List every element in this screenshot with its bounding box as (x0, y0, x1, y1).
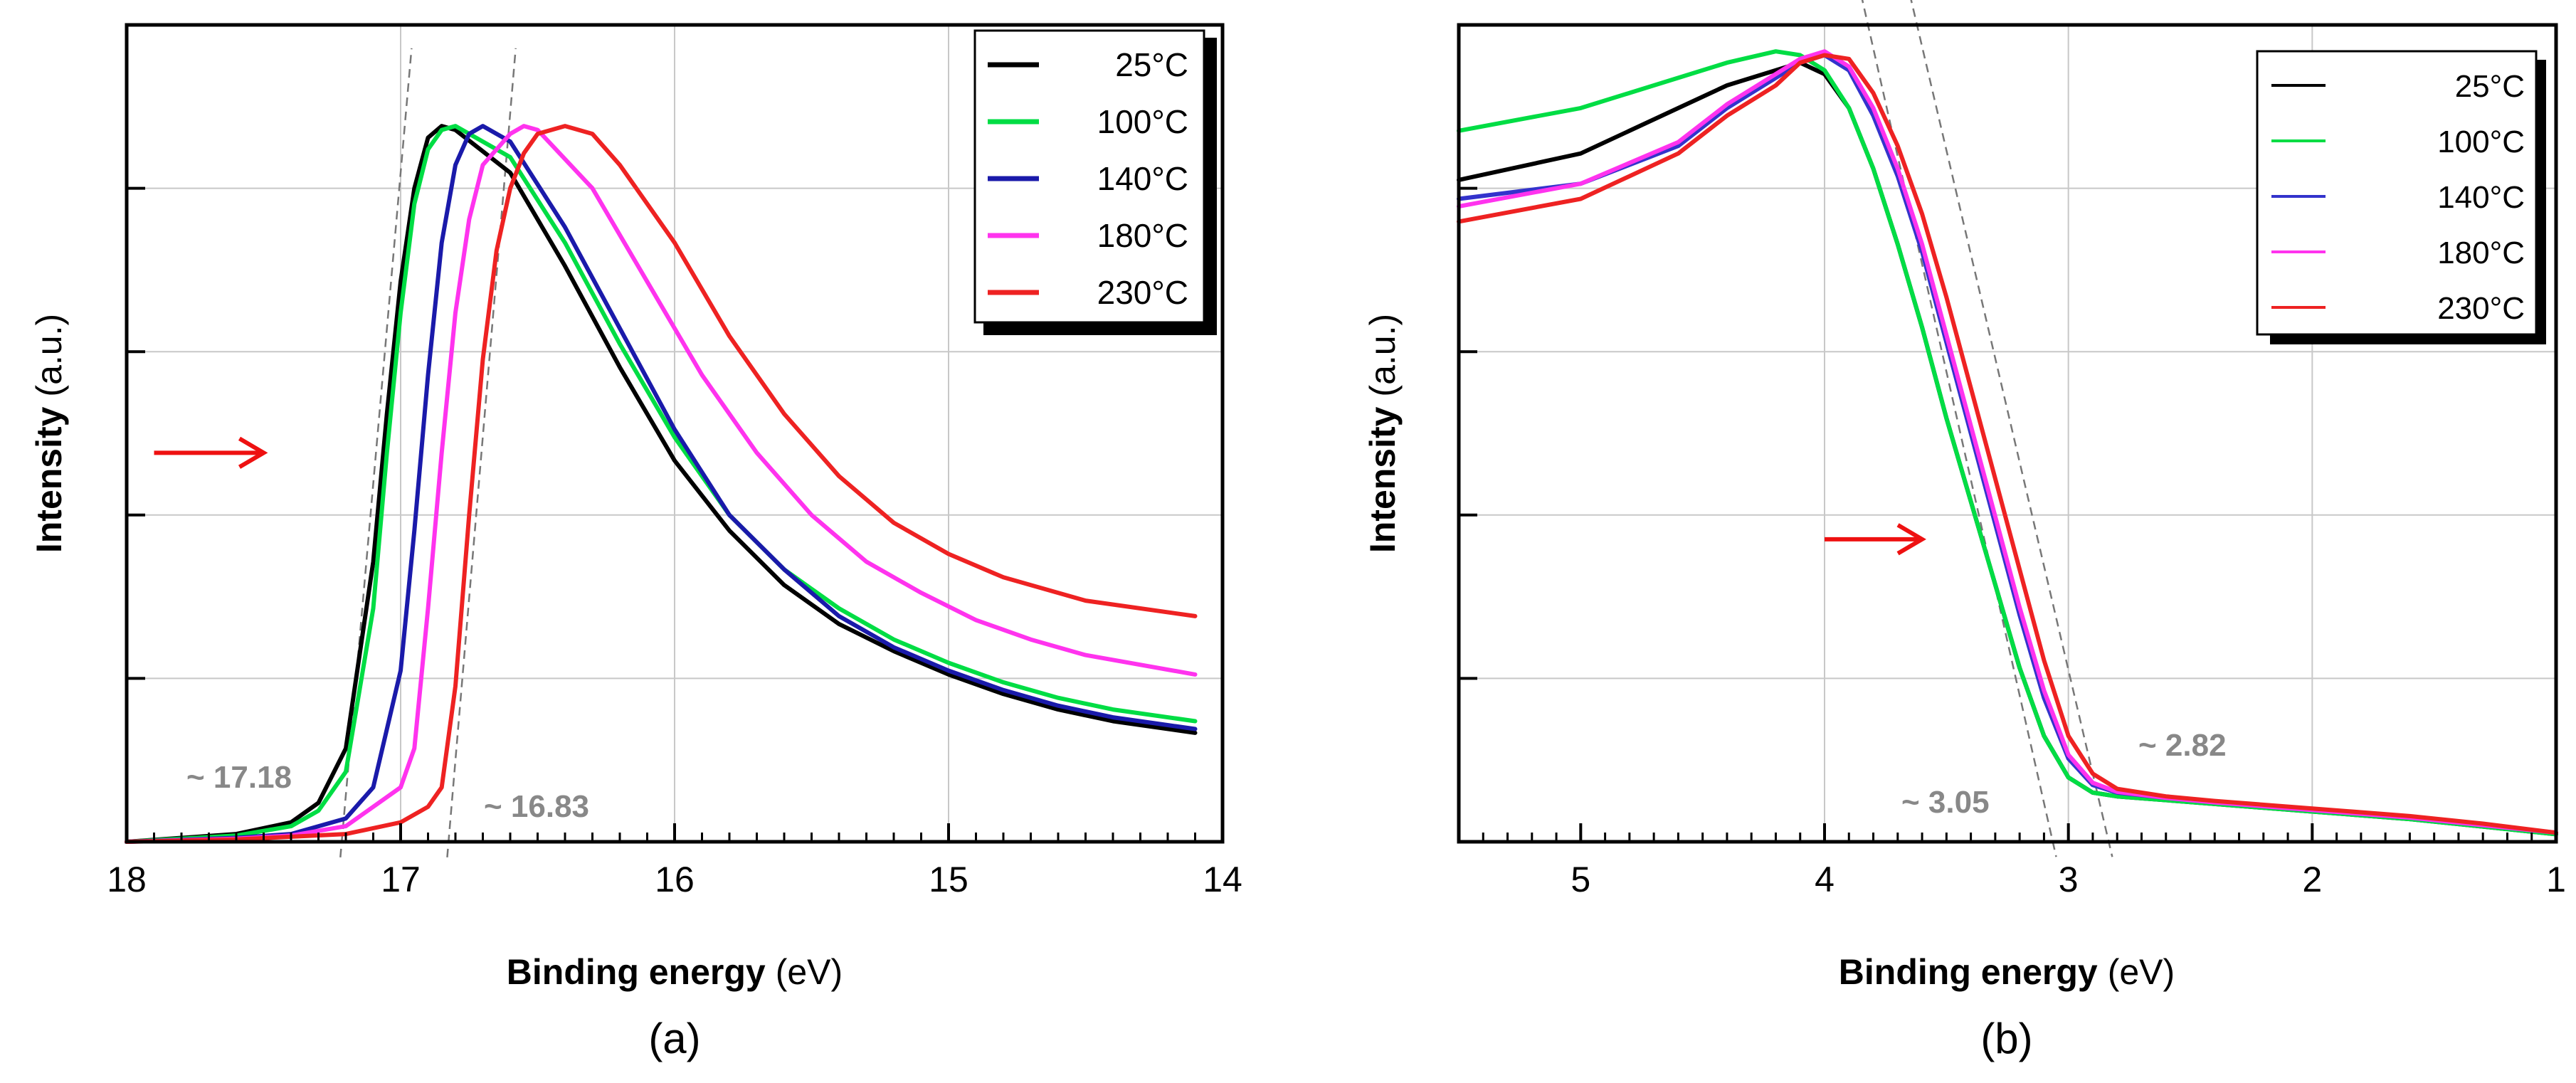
panel-b-y-label-bold: Intensity (1363, 406, 1403, 553)
panel-a-chart: 18 17 16 15 14 ~ 17.18 ~ 16.83 25°C 100°C 140°… (29, 23, 1242, 1062)
panel-b-ticks (1457, 23, 2557, 842)
panel-b-gridlines (1459, 25, 2556, 842)
legend-label: 140°C (1097, 160, 1188, 197)
panel-b-legend-items: 25°C 100°C 140°C 180°C 230°C (2271, 69, 2525, 326)
series-line-25C (125, 124, 1198, 844)
panel-b-annotation-left: ~ 3.05 (1901, 785, 1990, 820)
x-tick-label: 14 (1203, 860, 1242, 899)
panel-b-subplot-label: (b) (1980, 1015, 2032, 1062)
panel-a-legend-items: 25°C 100°C 140°C 180°C 230°C (988, 46, 1188, 311)
legend-label: 140°C (2437, 180, 2525, 215)
panel-a-x-label-bold: Binding energy (507, 952, 766, 992)
panel-a-annotation-right: ~ 16.83 (484, 789, 589, 824)
x-tick-label: 5 (1571, 860, 1590, 899)
arrow-head (1896, 523, 1926, 556)
legend-label: 100°C (1097, 103, 1188, 140)
panel-a-x-axis-label: Binding energy (eV) (507, 952, 843, 992)
legend-label: 230°C (2437, 291, 2525, 326)
panel-b-legend: 25°C 100°C 140°C 180°C 230°C (2256, 50, 2546, 344)
legend-label: 230°C (1097, 274, 1188, 311)
panel-a-y-label-unit: (a.u.) (29, 314, 69, 397)
series-line-230C (1457, 53, 2558, 835)
panel-b-x-tick-labels: 5 4 3 2 1 (1571, 860, 2565, 899)
x-tick-label: 4 (1815, 860, 1835, 899)
panel-a-y-axis-label: Intensity (a.u.) (29, 314, 69, 553)
series-line-140C (125, 124, 1198, 844)
panel-b-x-axis-label: Binding energy (eV) (1839, 952, 2175, 992)
panel-b-y-label-unit: (a.u.) (1363, 314, 1403, 397)
tangent-line (446, 48, 517, 857)
panel-a-y-label-bold: Intensity (29, 406, 69, 553)
x-tick-label: 16 (655, 860, 695, 899)
panel-b-annotation-right: ~ 2.82 (2138, 728, 2227, 763)
panel-b-series (1457, 49, 2558, 837)
series-line-230C (125, 124, 1198, 844)
x-tick-label: 17 (381, 860, 421, 899)
panel-b-arrow-icon (1825, 523, 1926, 556)
panel-a-x-label-unit: (eV) (776, 952, 843, 992)
legend-label: 25°C (2455, 69, 2525, 104)
x-tick-label: 15 (929, 860, 968, 899)
panel-b-y-axis-label: Intensity (a.u.) (1363, 314, 1403, 553)
panel-a-annotation-left: ~ 17.18 (186, 760, 292, 795)
panel-a-x-tick-labels: 18 17 16 15 14 (107, 860, 1242, 899)
legend-label: 25°C (1115, 46, 1188, 83)
legend-label: 180°C (1097, 217, 1188, 254)
panel-b-x-label-bold: Binding energy (1839, 952, 2098, 992)
tangent-line (1910, 0, 2113, 857)
panel-a-subplot-label: (a) (648, 1015, 700, 1062)
legend-label: 100°C (2437, 125, 2525, 159)
panel-a-ticks (125, 23, 1224, 842)
x-tick-label: 2 (2302, 860, 2322, 899)
panel-b-legend-box (2256, 50, 2538, 336)
series-line-180C (125, 124, 1198, 844)
panel-a-arrow-icon (154, 436, 268, 469)
legend-label: 180°C (2437, 236, 2525, 270)
panel-a-series (125, 124, 1198, 844)
x-tick-label: 3 (2059, 860, 2079, 899)
x-tick-label: 1 (2546, 860, 2566, 899)
x-tick-label: 18 (107, 860, 147, 899)
series-line-100C (125, 124, 1198, 844)
panel-b-axes-frame (1457, 23, 2558, 844)
panel-b-x-label-unit: (eV) (2108, 952, 2175, 992)
panel-a-legend: 25°C 100°C 140°C 180°C 230°C (973, 29, 1217, 335)
arrow-head (238, 436, 268, 469)
